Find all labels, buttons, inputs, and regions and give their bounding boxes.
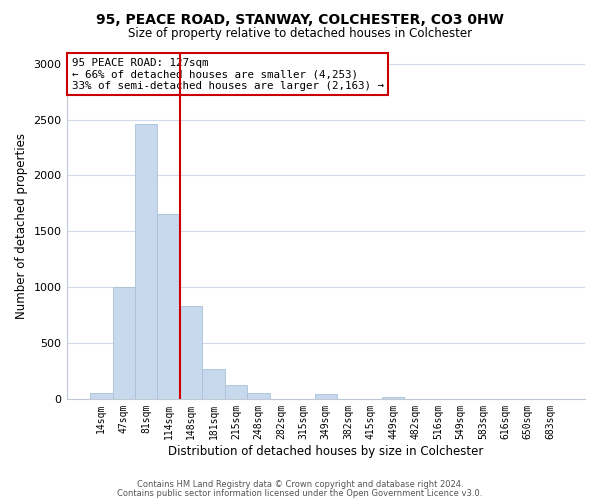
Y-axis label: Number of detached properties: Number of detached properties — [15, 132, 28, 318]
Bar — [180, 306, 202, 399]
Text: 95, PEACE ROAD, STANWAY, COLCHESTER, CO3 0HW: 95, PEACE ROAD, STANWAY, COLCHESTER, CO3… — [96, 12, 504, 26]
Bar — [202, 368, 225, 399]
X-axis label: Distribution of detached houses by size in Colchester: Distribution of detached houses by size … — [168, 444, 484, 458]
Bar — [314, 394, 337, 399]
Text: 95 PEACE ROAD: 127sqm
← 66% of detached houses are smaller (4,253)
33% of semi-d: 95 PEACE ROAD: 127sqm ← 66% of detached … — [72, 58, 384, 91]
Bar — [90, 392, 113, 399]
Bar — [113, 287, 135, 399]
Text: Size of property relative to detached houses in Colchester: Size of property relative to detached ho… — [128, 28, 472, 40]
Bar — [157, 214, 180, 399]
Bar — [135, 124, 157, 399]
Bar — [225, 386, 247, 399]
Bar — [382, 396, 404, 399]
Bar — [247, 392, 269, 399]
Text: Contains HM Land Registry data © Crown copyright and database right 2024.: Contains HM Land Registry data © Crown c… — [137, 480, 463, 489]
Text: Contains public sector information licensed under the Open Government Licence v3: Contains public sector information licen… — [118, 488, 482, 498]
